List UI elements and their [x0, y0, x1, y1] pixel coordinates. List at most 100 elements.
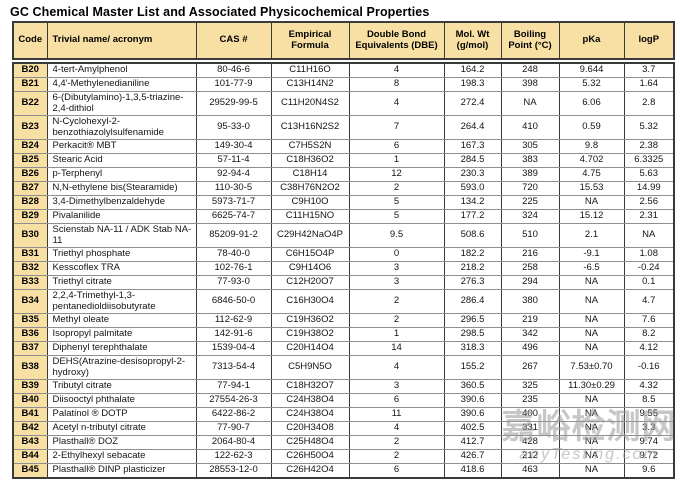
cell-code: B30 — [12, 223, 48, 248]
cell-dbe: 4 — [348, 91, 445, 116]
cell-mw: 198.3 — [443, 77, 502, 92]
cell-dbe: 4 — [348, 421, 445, 436]
cell-mw: 390.6 — [443, 393, 502, 408]
chemical-table: B20 4-tert-Amylphenol 80-46-6 C11H16O 4 164.2… — [12, 62, 675, 479]
cell-name: Palatinol ® DOTP — [46, 407, 197, 422]
cell-logp: 6.3325 — [623, 153, 675, 168]
cell-mw: 360.5 — [443, 379, 502, 394]
cell-bp: 248 — [500, 62, 560, 78]
cell-dbe: 4 — [348, 62, 445, 78]
cell-formula: C13H16N2S2 — [270, 115, 350, 140]
table-row: B31 Triethyl phosphate 78-40-0 C6H15O4P 0 182… — [12, 247, 675, 262]
cell-mw: 164.2 — [443, 62, 502, 78]
cell-formula: C11H15NO — [270, 209, 350, 224]
cell-bp: 331 — [500, 421, 560, 436]
cell-logp: -0.24 — [623, 261, 675, 276]
cell-name: 2-Ethylhexyl sebacate — [46, 449, 197, 464]
cell-logp: 2.56 — [623, 195, 675, 210]
cell-code: B38 — [12, 355, 48, 380]
cell-dbe: 9.5 — [348, 223, 445, 248]
cell-mw: 155.2 — [443, 355, 502, 380]
cell-dbe: 2 — [348, 435, 445, 450]
cell-cas: 29529-99-5 — [195, 91, 272, 116]
cell-cas: 27554-26-3 — [195, 393, 272, 408]
cell-bp: 398 — [500, 77, 560, 92]
cell-name: 6-(Dibutylamino)-1,3,5-triazine-2,4-dith… — [46, 91, 197, 116]
table-row: B45 Plasthall® DINP plasticizer 28553-12-0… — [12, 463, 675, 479]
cell-bp: 496 — [500, 341, 560, 356]
cell-formula: C20H34O8 — [270, 421, 350, 436]
cell-logp: 5.63 — [623, 167, 675, 182]
table-row: B33 Triethyl citrate 77-93-0 C12H20O7 3 276.3… — [12, 275, 675, 290]
cell-logp: 8.2 — [623, 327, 675, 342]
cell-cas: 5973-71-7 — [195, 195, 272, 210]
cell-dbe: 3 — [348, 379, 445, 394]
cell-pka: NA — [558, 435, 625, 450]
cell-cas: 142-91-6 — [195, 327, 272, 342]
cell-mw: 402.5 — [443, 421, 502, 436]
cell-name: Acetyl n-tributyl citrate — [46, 421, 197, 436]
cell-bp: 389 — [500, 167, 560, 182]
cell-name: 4,4'-Methylenedianiline — [46, 77, 197, 92]
cell-dbe: 12 — [348, 167, 445, 182]
cell-code: B29 — [12, 209, 48, 224]
cell-logp: 7.6 — [623, 313, 675, 328]
cell-cas: 1539-04-4 — [195, 341, 272, 356]
table-row: B32 Kesscoflex TRA 102-76-1 C9H14O6 3 218.2 25… — [12, 261, 675, 276]
cell-bp: 380 — [500, 289, 560, 314]
cell-mw: 426.7 — [443, 449, 502, 464]
cell-code: B26 — [12, 167, 48, 182]
cell-formula: C24H38O4 — [270, 393, 350, 408]
cell-cas: 110-30-5 — [195, 181, 272, 196]
cell-code: B21 — [12, 77, 48, 92]
cell-dbe: 4 — [348, 355, 445, 380]
cell-mw: 230.3 — [443, 167, 502, 182]
cell-logp: -0.16 — [623, 355, 675, 380]
cell-code: B33 — [12, 275, 48, 290]
table-row: B24 Perkacit® MBT 149-30-4 C7H5S2N 6 167.3 305… — [12, 139, 675, 154]
cell-name: Triethyl phosphate — [46, 247, 197, 262]
cell-mw: 296.5 — [443, 313, 502, 328]
cell-cas: 77-90-7 — [195, 421, 272, 436]
cell-dbe: 5 — [348, 209, 445, 224]
table-row: B37 Diphenyl terephthalate 1539-04-4 C20H14… — [12, 341, 675, 356]
cell-name: N,N-ethylene bis(Stearamide) — [46, 181, 197, 196]
cell-bp: 258 — [500, 261, 560, 276]
cell-bp: 235 — [500, 393, 560, 408]
cell-mw: 134.2 — [443, 195, 502, 210]
cell-dbe: 0 — [348, 247, 445, 262]
table-row: B36 Isopropyl palmitate 142-91-6 C19H38O2 1 2… — [12, 327, 675, 342]
cell-formula: C18H36O2 — [270, 153, 350, 168]
cell-formula: C29H42NaO4P — [270, 223, 350, 248]
cell-name: 2,2,4-Trimethyl-1,3-pentanedioldiisobuty… — [46, 289, 197, 314]
table-row: B44 2-Ethylhexyl sebacate 122-62-3 C26H50O4… — [12, 449, 675, 464]
cell-logp: 14.99 — [623, 181, 675, 196]
cell-code: B20 — [12, 62, 48, 78]
cell-cas: 85209-91-2 — [195, 223, 272, 248]
cell-formula: C9H14O6 — [270, 261, 350, 276]
cell-mw: 272.4 — [443, 91, 502, 116]
cell-bp: 324 — [500, 209, 560, 224]
cell-cas: 122-62-3 — [195, 449, 272, 464]
column-header-pka: pKa — [558, 21, 625, 60]
column-header-dbe: Double Bond Equivalents (DBE) — [348, 21, 445, 60]
cell-dbe: 1 — [348, 153, 445, 168]
cell-mw: 177.2 — [443, 209, 502, 224]
cell-code: B40 — [12, 393, 48, 408]
cell-dbe: 5 — [348, 195, 445, 210]
cell-cas: 6625-74-7 — [195, 209, 272, 224]
table-row: B41 Palatinol ® DOTP 6422-86-2 C24H38O4 11 39… — [12, 407, 675, 422]
cell-name: Stearic Acid — [46, 153, 197, 168]
cell-bp: 325 — [500, 379, 560, 394]
cell-mw: 390.6 — [443, 407, 502, 422]
cell-formula: C16H30O4 — [270, 289, 350, 314]
cell-bp: 400 — [500, 407, 560, 422]
cell-cas: 78-40-0 — [195, 247, 272, 262]
cell-bp: 342 — [500, 327, 560, 342]
table-row: B35 Methyl oleate 112-62-9 C19H36O2 2 296.5 21… — [12, 313, 675, 328]
cell-logp: 1.08 — [623, 247, 675, 262]
cell-code: B34 — [12, 289, 48, 314]
cell-logp: 2.38 — [623, 139, 675, 154]
cell-dbe: 14 — [348, 341, 445, 356]
cell-cas: 6422-86-2 — [195, 407, 272, 422]
